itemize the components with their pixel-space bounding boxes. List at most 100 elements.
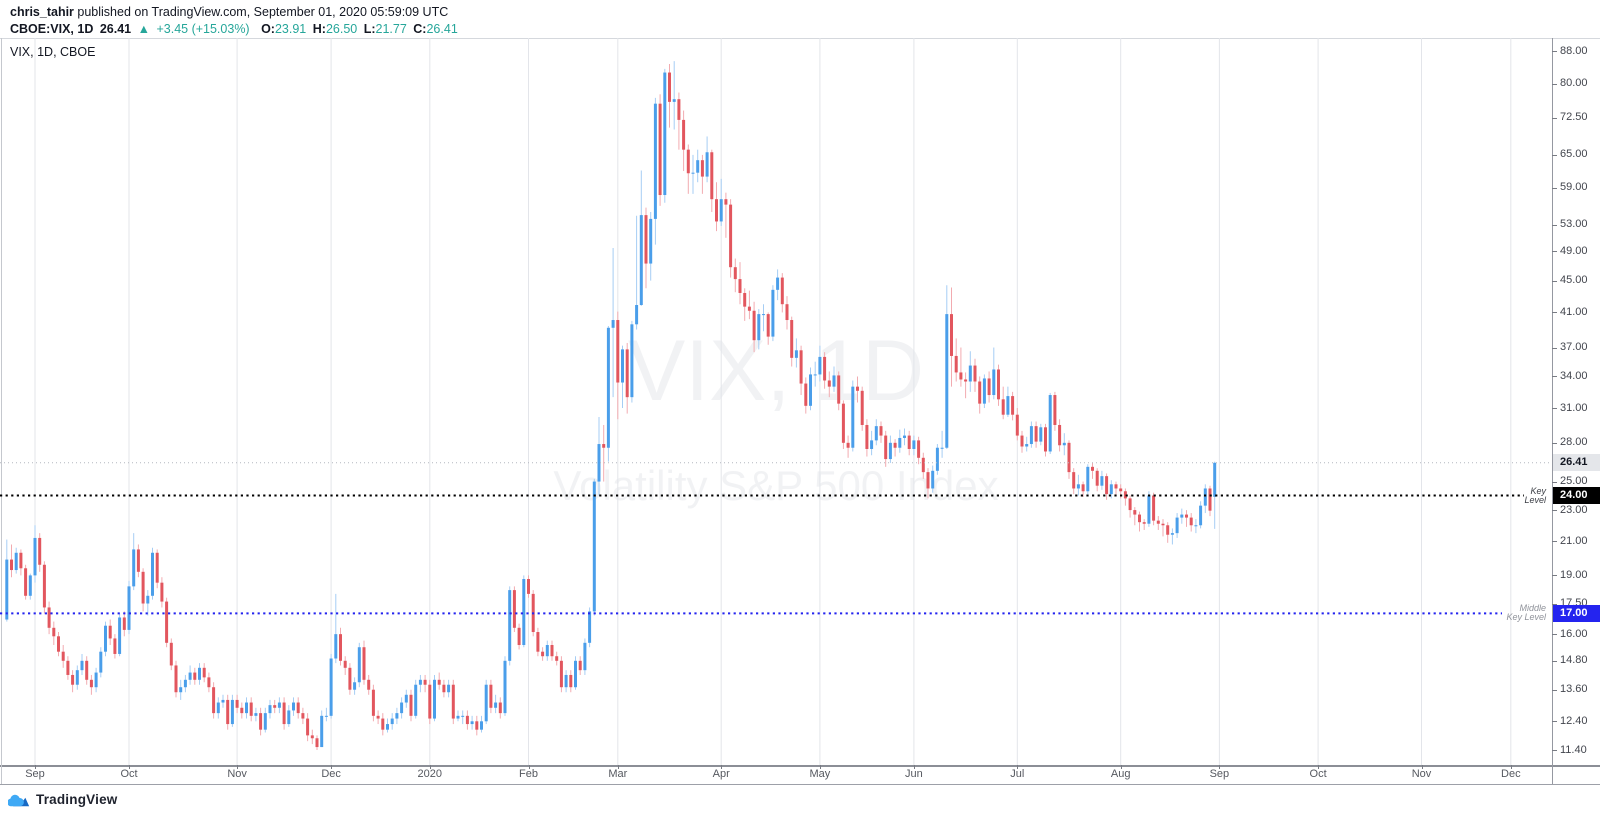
month-label: May	[809, 768, 831, 780]
price-tick-mark	[1552, 750, 1557, 752]
time-tick-mark	[1421, 765, 1423, 769]
price-tick-label: 80.00	[1560, 77, 1588, 90]
month-label: Oct	[1309, 768, 1327, 780]
header-divider	[0, 38, 1600, 39]
month-label: Nov	[227, 768, 247, 780]
price-tick-mark	[1552, 510, 1557, 512]
close-label: C:	[413, 22, 427, 36]
price-tick-mark	[1552, 251, 1557, 253]
price-tick-mark	[1552, 634, 1557, 636]
month-label: Jun	[905, 768, 923, 780]
time-axis-bottom-border	[0, 784, 1600, 785]
time-tick-mark	[1017, 765, 1019, 769]
price-tick-mark	[1552, 83, 1557, 85]
price-tick-mark	[1552, 347, 1557, 349]
price-tick-mark	[1552, 312, 1557, 314]
tradingview-footer-link[interactable]: TradingView	[8, 791, 117, 808]
key-level-axis-label: 17.00	[1553, 604, 1600, 622]
price-tick-mark	[1552, 408, 1557, 410]
time-tick-mark	[1318, 765, 1320, 769]
price-axis-separator	[1552, 38, 1553, 784]
month-label: Jul	[1010, 768, 1025, 780]
month-label: Nov	[1411, 768, 1432, 780]
time-tick-mark	[35, 765, 36, 769]
price-tick-mark	[1552, 154, 1557, 156]
price-tick-mark	[1552, 442, 1557, 444]
month-label: Aug	[1110, 768, 1131, 780]
chart-legend: VIX, 1D, CBOE	[10, 45, 96, 59]
price-tick-mark	[1552, 376, 1557, 378]
price-tick-mark	[1552, 280, 1557, 282]
publish-info: published on TradingView.com, September …	[73, 5, 449, 19]
price-axis[interactable]: 88.00 80.00 72.50 65.00 59.00 53.00 49.00 45.00…	[1552, 38, 1600, 765]
price-tick-label: 16.00	[1560, 627, 1588, 640]
price-tick-label: 11.40	[1560, 743, 1587, 756]
key-level-axis-label: 24.00	[1553, 487, 1600, 505]
high-label: H:	[312, 22, 326, 36]
publish-byline: chris_tahir published on TradingView.com…	[10, 4, 461, 21]
left-frame-border	[1, 38, 2, 784]
time-axis[interactable]: Sep Oct Nov Dec 2020 Feb Mar Apr May Jun Jul Aug Sep…	[0, 765, 1600, 784]
time-tick-mark	[913, 765, 915, 769]
price-tick-label: 49.00	[1560, 244, 1588, 257]
price-tick-label: 28.00	[1560, 436, 1588, 449]
up-arrow-icon: ▲	[137, 22, 150, 36]
time-tick-mark	[331, 765, 333, 769]
price-tick-label: 65.00	[1560, 148, 1588, 161]
time-tick-mark	[429, 765, 431, 769]
symbol-status-row: CBOE:VIX, 1D 26.41 ▲ +3.45 (+15.03%) O:2…	[10, 21, 461, 38]
price-tick-label: 41.00	[1560, 305, 1588, 318]
price-tick-label: 72.50	[1560, 111, 1588, 124]
price-tick-label: 59.00	[1560, 181, 1588, 194]
price-tick-mark	[1552, 481, 1557, 483]
tradingview-logo-icon	[8, 794, 30, 807]
month-label: Oct	[120, 768, 138, 780]
close-value: 26.41	[426, 22, 458, 36]
price-tick-label: 19.00	[1560, 568, 1588, 581]
price-tick-mark	[1552, 51, 1557, 53]
price-tick-label: 12.40	[1560, 714, 1588, 727]
month-label: Dec	[1501, 768, 1521, 780]
price-tick-mark	[1552, 660, 1557, 662]
last-price-axis-label: 26.41	[1553, 454, 1600, 472]
candlestick-chart[interactable]	[0, 38, 1552, 765]
time-tick-mark	[528, 765, 530, 769]
price-tick-label: 13.60	[1560, 683, 1588, 696]
month-label: Sep	[1209, 768, 1230, 780]
time-tick-mark	[1120, 765, 1122, 769]
open-value: 23.91	[274, 22, 307, 36]
price-tick-label: 23.00	[1560, 503, 1588, 516]
time-tick-mark	[1510, 765, 1512, 769]
last-price-value: 26.41	[99, 22, 132, 36]
month-label: Sep	[25, 768, 45, 780]
price-tick-label: 31.00	[1560, 401, 1588, 414]
time-tick-mark	[1219, 765, 1221, 769]
time-tick-mark	[617, 765, 619, 769]
price-tick-label: 37.00	[1560, 341, 1588, 354]
month-label: Feb	[519, 768, 538, 780]
price-tick-label: 53.00	[1560, 218, 1588, 231]
symbol-name: CBOE:VIX, 1D	[10, 22, 94, 36]
price-tick-mark	[1552, 689, 1557, 691]
price-tick-label: 88.00	[1560, 44, 1588, 57]
month-label: 2020	[417, 768, 443, 780]
price-tick-mark	[1552, 575, 1557, 577]
time-tick-mark	[237, 765, 239, 769]
price-tick-mark	[1552, 721, 1557, 723]
low-value: 21.77	[375, 22, 407, 36]
price-tick-label: 45.00	[1560, 274, 1588, 287]
price-tick-mark	[1552, 117, 1557, 119]
time-tick-mark	[819, 765, 821, 769]
month-label: Apr	[712, 768, 730, 780]
publish-header: chris_tahir published on TradingView.com…	[10, 4, 461, 38]
price-tick-label: 21.00	[1560, 534, 1588, 547]
low-label: L:	[363, 22, 376, 36]
month-label: Mar	[608, 768, 628, 780]
month-label: Dec	[321, 768, 341, 780]
time-tick-mark	[721, 765, 723, 769]
chart-plot-area[interactable]: VIX, 1D Volatility S&P 500 Index VIX, 1D…	[0, 38, 1552, 765]
price-tick-mark	[1552, 224, 1557, 226]
price-change: +3.45 (+15.03%)	[156, 22, 250, 36]
high-value: 26.50	[325, 22, 358, 36]
